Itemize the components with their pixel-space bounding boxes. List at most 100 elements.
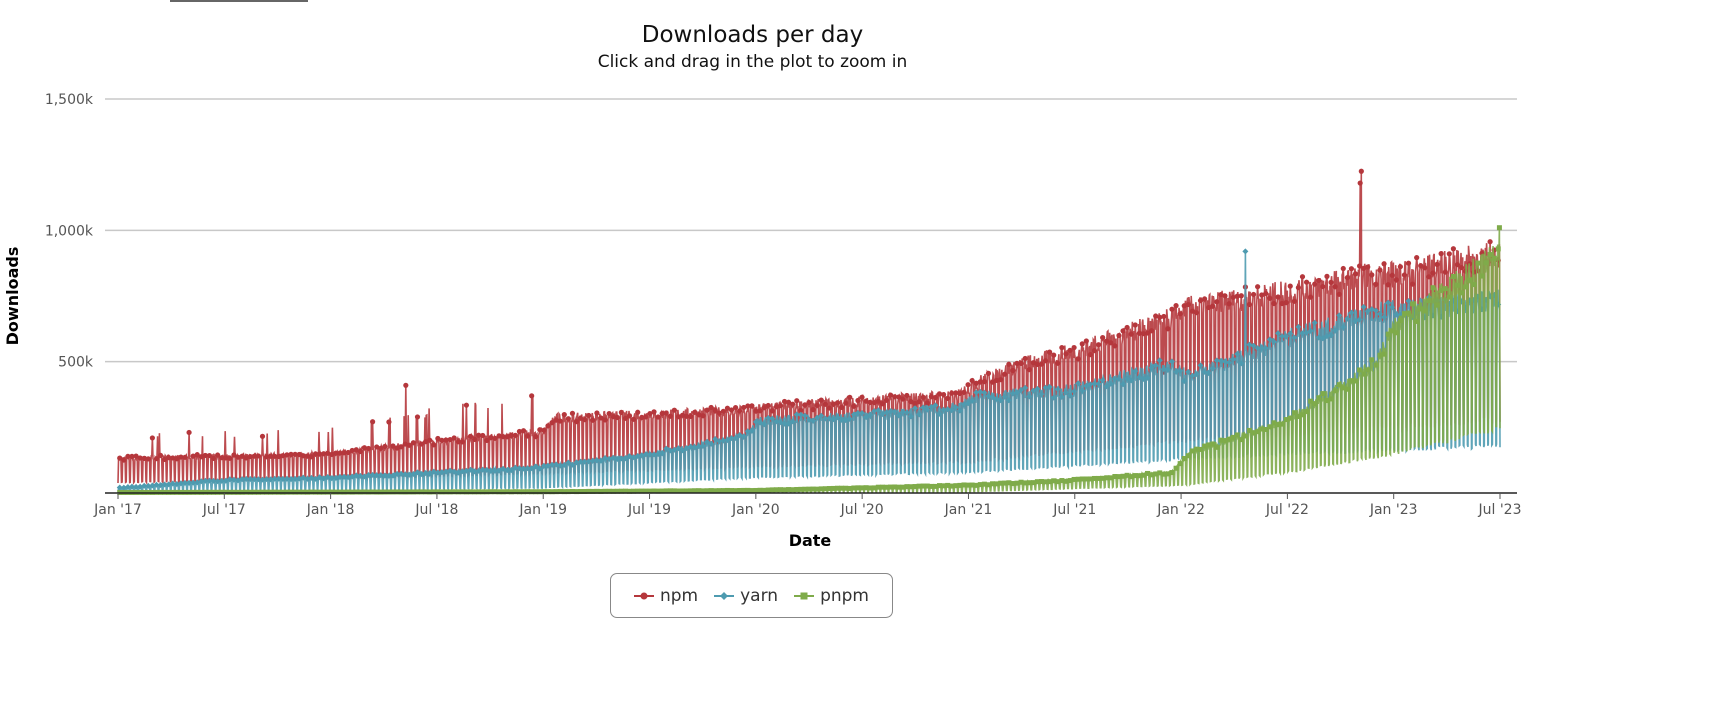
x-tick-label: Jul '22	[1265, 502, 1309, 518]
npm-point	[443, 437, 449, 443]
npm-point	[508, 432, 514, 439]
npm-point	[798, 407, 804, 413]
yarn-point	[271, 475, 278, 482]
yarn-point	[1209, 365, 1216, 372]
pnpm-point	[569, 488, 575, 494]
legend-item-pnpm[interactable]: pnpm	[794, 586, 869, 606]
pnpm-point	[594, 488, 600, 494]
npm-point	[1210, 303, 1216, 309]
npm-point	[504, 434, 510, 440]
npm-point	[586, 412, 592, 419]
npm-point	[374, 444, 380, 450]
npm-point	[259, 433, 266, 439]
pnpm-point	[737, 488, 743, 494]
yarn-point	[1356, 316, 1363, 323]
pnpm-point	[757, 487, 763, 493]
yarn-point	[1181, 378, 1188, 385]
npm-point	[1446, 251, 1452, 257]
npm-point	[1067, 347, 1073, 353]
pnpm-point	[753, 487, 759, 493]
yarn-point	[137, 483, 144, 490]
yarn-point	[161, 481, 168, 488]
npm-point	[1259, 292, 1265, 298]
pnpm-point	[366, 489, 372, 495]
yarn-point	[687, 443, 694, 450]
npm-point	[732, 404, 739, 411]
yarn-point	[471, 468, 478, 475]
pnpm-point	[949, 483, 955, 489]
pnpm-point	[1496, 225, 1502, 231]
yarn-point	[279, 475, 286, 482]
yarn-point	[1067, 392, 1074, 399]
pnpm-point	[729, 488, 735, 494]
yarn-point	[1001, 393, 1008, 400]
yarn-point	[769, 415, 776, 422]
pnpm-point	[1259, 426, 1265, 432]
npm-point	[981, 379, 987, 385]
npm-point	[390, 443, 396, 449]
yarn-point	[239, 476, 246, 483]
yarn-point	[744, 428, 751, 435]
pnpm-point	[1043, 479, 1049, 485]
npm-point	[480, 432, 486, 439]
pnpm-point	[1332, 388, 1338, 394]
x-tick-label: Jul '23	[1477, 502, 1521, 518]
pnpm-point	[680, 488, 686, 494]
pnpm-point	[284, 489, 290, 495]
pnpm-point	[1463, 284, 1469, 290]
y-tick-label: 1,000k	[45, 223, 94, 239]
pnpm-point	[1047, 479, 1053, 485]
pnpm-point	[447, 489, 453, 495]
pnpm-point	[276, 489, 282, 495]
npm-point	[1014, 360, 1020, 366]
npm-point	[1377, 267, 1383, 273]
legend-item-npm[interactable]: npm	[633, 586, 698, 606]
pnpm-point	[1353, 378, 1359, 384]
pnpm-point	[467, 489, 473, 495]
pnpm-point	[496, 489, 502, 495]
yarn-point	[699, 442, 706, 449]
legend: npm yarn pnpm	[610, 573, 893, 618]
yarn-point	[259, 476, 266, 483]
pnpm-point	[773, 487, 779, 493]
npm-point	[296, 451, 302, 458]
npm-point	[688, 413, 694, 419]
yarn-point	[748, 427, 755, 434]
pnpm-point	[1153, 471, 1159, 477]
npm-point	[202, 452, 208, 459]
legend-label: yarn	[740, 585, 779, 606]
pnpm-point	[512, 489, 518, 495]
npm-point	[537, 427, 543, 433]
npm-point	[1238, 293, 1244, 299]
grid	[105, 98, 1517, 363]
pnpm-point	[1267, 424, 1273, 430]
npm-point	[843, 400, 849, 406]
yarn-point	[479, 466, 486, 473]
npm-point	[308, 454, 315, 460]
pnpm-point	[941, 483, 947, 489]
npm-point	[174, 456, 180, 462]
npm-point	[932, 394, 939, 401]
pnpm-point	[871, 485, 877, 491]
yarn-point	[202, 477, 209, 484]
pnpm-point	[912, 484, 918, 490]
pnpm-point	[1283, 417, 1289, 423]
yarn-point	[944, 406, 951, 413]
pnpm-point	[1206, 442, 1212, 448]
npm-point	[247, 453, 253, 460]
npm-point	[471, 436, 478, 442]
pnpm-point	[916, 483, 922, 489]
yarn-point	[810, 417, 817, 424]
npm-point	[1369, 272, 1375, 278]
npm-point	[945, 395, 951, 401]
yarn-point	[1299, 330, 1306, 337]
npm-point	[1454, 262, 1461, 268]
pnpm-point	[1336, 382, 1342, 388]
pnpm-point	[1246, 427, 1252, 433]
npm-point	[1344, 275, 1350, 281]
legend-item-yarn[interactable]: yarn	[714, 586, 778, 606]
pnpm-point	[1226, 436, 1232, 442]
npm-point	[402, 441, 408, 447]
pnpm-point	[1483, 260, 1489, 266]
